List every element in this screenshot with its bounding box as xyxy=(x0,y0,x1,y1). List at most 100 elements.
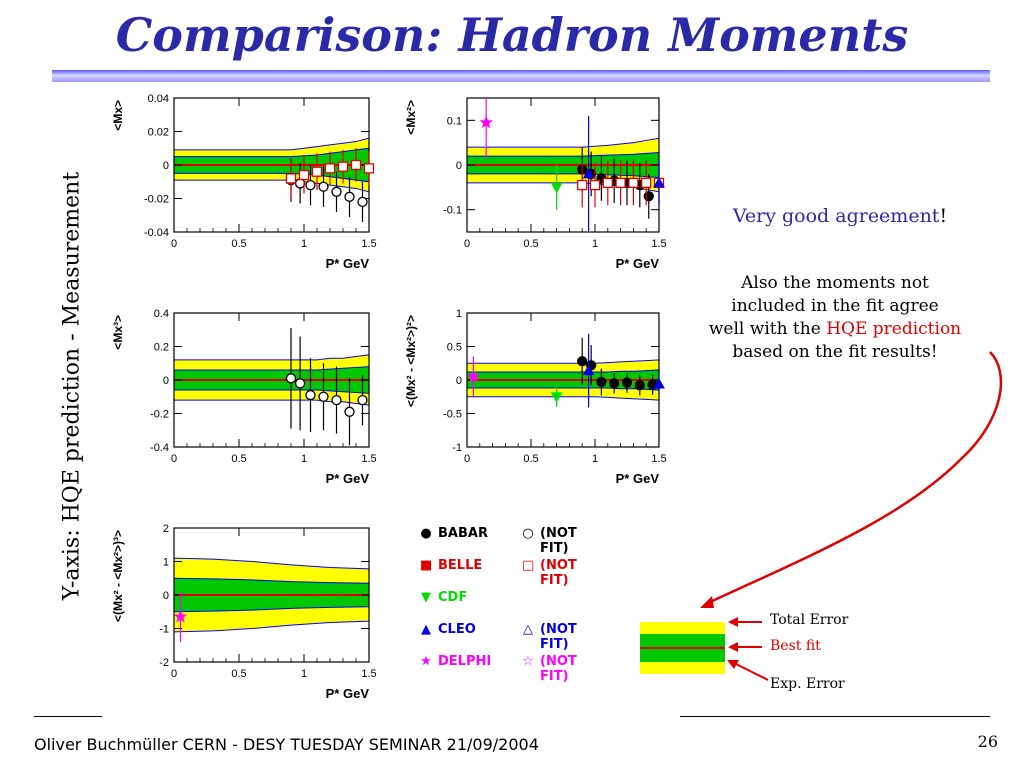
data-point xyxy=(324,163,336,174)
y-tick-label: 0.02 xyxy=(148,127,169,139)
also-line-1: Also the moments not xyxy=(741,273,929,293)
data-point xyxy=(285,173,297,184)
page-number: 26 xyxy=(977,732,998,751)
y-axis-title: <Mx³> xyxy=(111,315,125,350)
x-tick-label: 0 xyxy=(171,453,177,465)
data-point xyxy=(634,380,645,391)
x-axis-title: P* GeV xyxy=(326,471,370,486)
footer-rule-right xyxy=(680,716,990,717)
data-point xyxy=(363,163,375,174)
y-tick-label: 0 xyxy=(456,375,462,387)
data-point xyxy=(577,356,588,367)
also-moments-note: Also the moments not included in the fit… xyxy=(680,272,990,364)
x-tick-label: 1.5 xyxy=(651,453,666,465)
data-point xyxy=(305,389,316,401)
x-tick-label: 1 xyxy=(301,668,307,680)
data-point xyxy=(550,182,563,194)
cleo-nf-symbol: △ xyxy=(523,622,533,637)
curved-arrow-head xyxy=(700,596,714,608)
data-point xyxy=(311,166,323,177)
y-tick-label: 2 xyxy=(163,523,169,535)
y-tick-label: -0.02 xyxy=(144,194,169,206)
y-tick-label: 0 xyxy=(456,160,462,172)
y-tick-label: 0.1 xyxy=(447,115,462,127)
data-point xyxy=(305,179,316,191)
also-line-2: included in the fit agree xyxy=(731,296,939,316)
total-error-arrow-head xyxy=(728,617,738,627)
footer-text: Oliver Buchmüller CERN - DESY TUESDAY SE… xyxy=(34,735,539,754)
legend-label: BABAR xyxy=(438,526,488,541)
exp-error-arrow-head xyxy=(727,660,739,669)
x-tick-label: 0 xyxy=(171,238,177,250)
chart-panel-2: 0 0.5 1 1.5 -0.1 0 0.1 P* GeV <Mx²> xyxy=(404,97,667,271)
data-point xyxy=(628,177,639,189)
curved-arrow xyxy=(705,351,1003,606)
y-tick-label: 0.2 xyxy=(154,342,169,354)
legend-notfit-label: (NOT FIT) xyxy=(540,654,577,684)
x-tick-label: 0 xyxy=(464,238,470,250)
data-point xyxy=(357,196,368,208)
also-line-4: based on the fit results! xyxy=(732,342,938,362)
data-point xyxy=(602,177,613,189)
babar-nf-symbol: ○ xyxy=(522,526,534,541)
data-point xyxy=(653,176,665,188)
y-tick-label: 1 xyxy=(456,308,462,320)
data-point xyxy=(294,378,306,389)
y-tick-label: -2 xyxy=(159,657,169,669)
slide-title: Comparison: Hadron Moments xyxy=(115,8,909,62)
y-tick-label: -1 xyxy=(159,624,169,636)
data-point xyxy=(331,186,342,197)
cdf-fit-symbol: ▼ xyxy=(421,590,431,605)
x-tick-label: 1.5 xyxy=(651,238,666,250)
data-point xyxy=(550,392,563,403)
also-line-3: well with the HQE prediction xyxy=(680,318,990,341)
belle-fit-symbol: ■ xyxy=(420,558,433,573)
x-tick-label: 1.5 xyxy=(361,668,376,680)
y-tick-label: 0 xyxy=(163,375,169,387)
x-axis-title: P* GeV xyxy=(326,686,370,701)
data-point xyxy=(582,167,595,179)
x-tick-label: 1 xyxy=(592,453,598,465)
legend-notfit-label: (NOT FIT) xyxy=(540,622,577,652)
y-axis-title: <Mx²> xyxy=(404,100,418,135)
data-point xyxy=(466,369,481,383)
hqe-prediction-text: HQE prediction xyxy=(826,319,962,339)
data-point xyxy=(337,161,349,172)
data-point xyxy=(596,376,607,388)
x-tick-label: 1 xyxy=(301,453,307,465)
x-tick-label: 0 xyxy=(171,668,177,680)
also-line-3-prefix: well with the xyxy=(708,319,827,339)
x-tick-label: 0.5 xyxy=(523,238,538,250)
data-point xyxy=(577,179,588,191)
x-tick-label: 0.5 xyxy=(523,453,538,465)
y-axis-title: <Mx> xyxy=(111,100,125,131)
legend-notfit-label: (NOT FIT) xyxy=(540,558,577,588)
belle-nf-symbol: □ xyxy=(522,558,535,573)
data-point xyxy=(331,394,342,406)
data-point xyxy=(582,364,595,376)
legend-label: DELPHI xyxy=(438,654,492,669)
x-tick-label: 0.5 xyxy=(231,453,246,465)
data-point xyxy=(318,391,329,402)
y-axis-title: <(Mx² - <Mx²>)³> xyxy=(111,530,125,622)
title-underline xyxy=(52,70,990,82)
y-tick-label: 0 xyxy=(163,590,169,602)
x-tick-label: 1.5 xyxy=(361,238,376,250)
cleo-fit-symbol: ▲ xyxy=(421,622,431,637)
exp-error-label: Exp. Error xyxy=(770,676,845,692)
legend-label: BELLE xyxy=(438,558,483,573)
x-tick-label: 1 xyxy=(301,238,307,250)
total-error-label: Total Error xyxy=(770,612,849,628)
legend-notfit-label: (NOT FIT) xyxy=(540,526,577,556)
data-point xyxy=(641,177,652,189)
data-point xyxy=(344,406,355,417)
data-point xyxy=(344,191,355,202)
delphi-nf-symbol: ☆ xyxy=(522,654,534,669)
data-point xyxy=(298,169,310,181)
data-point xyxy=(653,377,665,389)
chart-panel-3: 0 0.5 1 1.5 -0.4 -0.2 0 0.2 0.4 P* GeV <Mx³> xyxy=(111,308,377,486)
data-point xyxy=(318,181,329,192)
best-fit-arrow-head xyxy=(728,642,738,652)
